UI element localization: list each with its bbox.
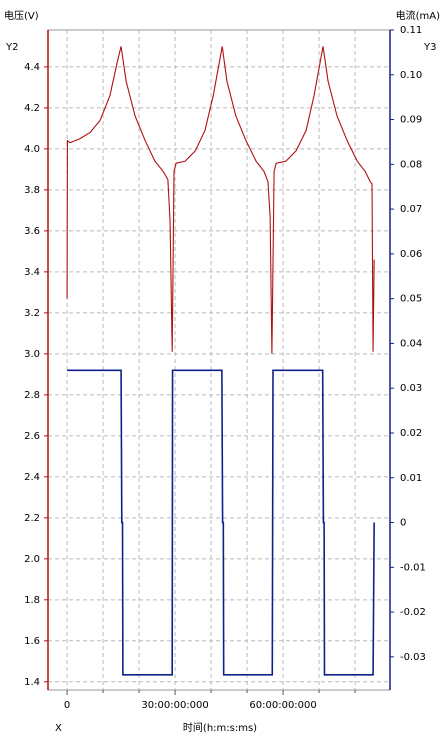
y-tick-label: 1.4 bbox=[24, 677, 40, 688]
y-tick-label: 3.6 bbox=[24, 226, 40, 237]
y2-tick-label: -0.01 bbox=[400, 562, 426, 573]
y2-tick-label: 0.11 bbox=[400, 25, 422, 36]
y-axis-name: Y2 bbox=[5, 42, 18, 53]
y-tick-label: 2.2 bbox=[24, 513, 40, 524]
y-axis-title: 电压(V) bbox=[4, 9, 39, 22]
y-tick-label: 4.0 bbox=[24, 144, 40, 155]
y-tick-label: 3.2 bbox=[24, 308, 40, 319]
y-tick-label: 3.4 bbox=[24, 267, 40, 278]
y-tick-label: 2.8 bbox=[24, 390, 40, 401]
plot-frame bbox=[47, 29, 391, 691]
y-tick-label: 2.0 bbox=[24, 554, 40, 565]
y2-tick-label: 0 bbox=[400, 518, 406, 529]
y-tick-label: 2.4 bbox=[24, 472, 40, 483]
x-axis-title: 时间(h:m:s:ms) bbox=[183, 721, 257, 734]
y2-tick-label: 0.04 bbox=[400, 338, 422, 349]
y-tick-label: 1.6 bbox=[24, 636, 40, 647]
y-tick-label: 3.0 bbox=[24, 349, 40, 360]
y2-axis-title: 电流(mA) bbox=[396, 9, 440, 22]
y2-tick-label: 0.06 bbox=[400, 249, 422, 260]
y-tick-label: 1.8 bbox=[24, 595, 40, 606]
y2-axis-name: Y3 bbox=[423, 42, 436, 53]
x-tick-label: 60:00:00:000 bbox=[249, 700, 316, 711]
y-tick-label: 2.6 bbox=[24, 431, 40, 442]
y2-tick-label: 0.01 bbox=[400, 473, 422, 484]
y-tick-label: 3.8 bbox=[24, 185, 40, 196]
y2-tick-label: -0.03 bbox=[400, 652, 426, 663]
y2-tick-label: 0.08 bbox=[400, 159, 422, 170]
y2-tick-label: 0.07 bbox=[400, 204, 422, 215]
y2-tick-label: 0.05 bbox=[400, 294, 422, 305]
y-tick-label: 4.4 bbox=[24, 62, 40, 73]
y2-tick-label: 0.03 bbox=[400, 383, 422, 394]
y-tick-label: 4.2 bbox=[24, 103, 40, 114]
y2-tick-label: -0.02 bbox=[400, 607, 426, 618]
y2-tick-label: 0.02 bbox=[400, 428, 422, 439]
x-tick-label: 0 bbox=[64, 700, 70, 711]
series-line bbox=[66, 46, 375, 354]
series-line bbox=[67, 369, 375, 676]
y2-tick-label: 0.09 bbox=[400, 115, 422, 126]
x-axis-name: X bbox=[55, 723, 62, 734]
y2-tick-label: 0.10 bbox=[400, 70, 422, 81]
x-tick-label: 30:00:00:000 bbox=[141, 700, 208, 711]
